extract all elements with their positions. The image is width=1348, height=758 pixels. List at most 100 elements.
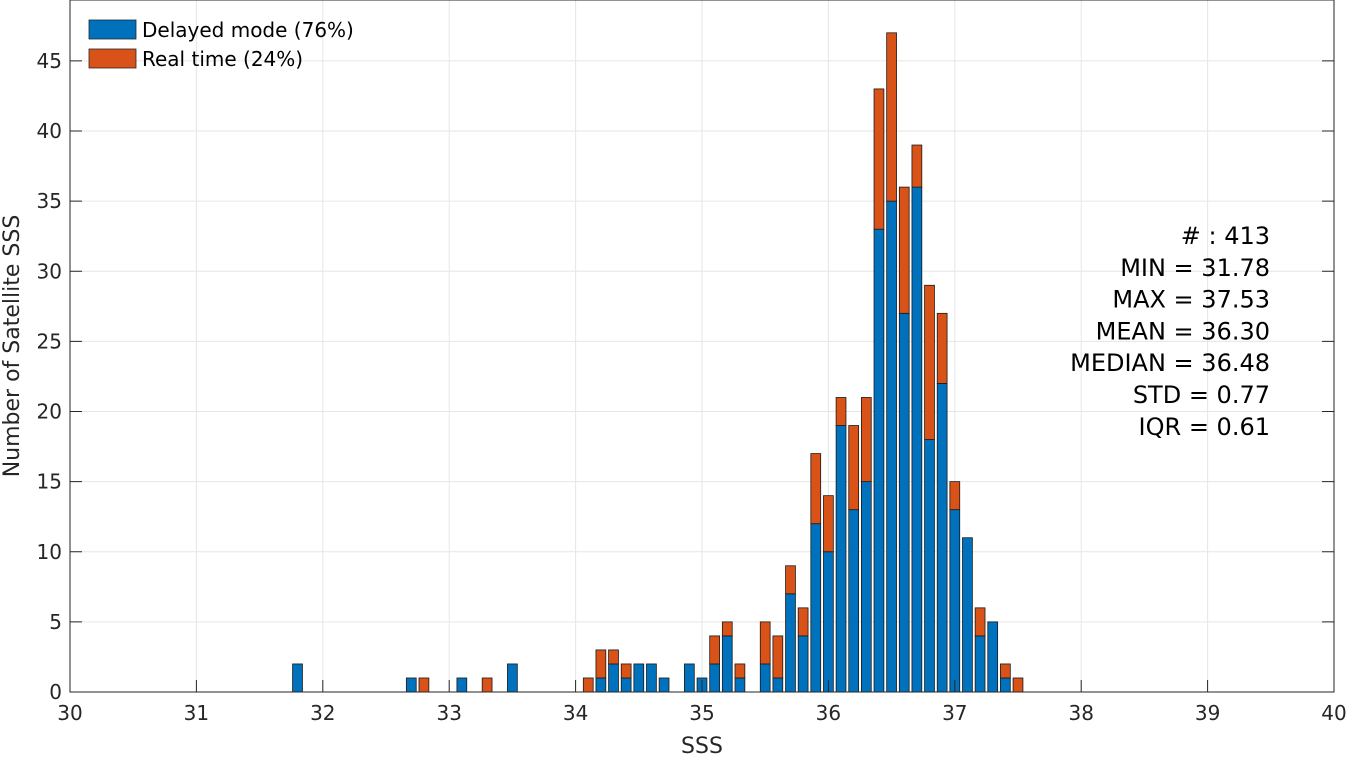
bar-delayed-mode: [785, 593, 796, 693]
bar-delayed-mode: [823, 551, 834, 693]
bar-real-time: [848, 425, 860, 511]
y-axis-label: Number of Satellite SSS: [0, 215, 25, 478]
x-tick-label: 37: [942, 701, 967, 725]
bar-real-time: [873, 88, 885, 230]
bar-real-time: [810, 453, 822, 525]
bar-real-time: [608, 649, 619, 665]
bar-real-time: [759, 621, 771, 665]
bar-real-time: [772, 635, 784, 679]
stat-line: # : 413: [1181, 222, 1270, 250]
y-tick-label: 20: [37, 400, 62, 424]
bar-real-time: [886, 32, 897, 202]
bar-delayed-mode: [936, 383, 948, 693]
bar-real-time: [1012, 677, 1024, 693]
bar-delayed-mode: [1000, 677, 1011, 693]
bar-delayed-mode: [658, 677, 670, 693]
stat-line: MEDIAN = 36.48: [1070, 349, 1270, 377]
y-tick-label: 0: [49, 680, 62, 704]
stats-annotation: # : 413 MIN = 31.78 MAX = 37.53 MEAN = 36.3…: [1070, 222, 1270, 441]
y-tick-label: 45: [37, 49, 62, 73]
bar-real-time: [974, 607, 986, 637]
x-tick-label: 39: [1195, 701, 1220, 725]
bar-real-time: [785, 565, 796, 595]
x-tick-label: 36: [816, 701, 841, 725]
bar-delayed-mode: [873, 228, 885, 693]
bar-delayed-mode: [507, 663, 518, 693]
bar-real-time: [481, 677, 493, 693]
bar-delayed-mode: [709, 663, 720, 693]
bar-real-time: [797, 607, 809, 637]
bar-delayed-mode: [898, 312, 910, 693]
bar-delayed-mode: [646, 663, 657, 693]
y-ticks: 0 5 10 15 20 25 30 35 40 45: [37, 49, 1334, 704]
x-tick-label: 31: [184, 701, 209, 725]
bar-delayed-mode: [620, 677, 632, 693]
bar-real-time: [709, 635, 720, 665]
bars: [292, 32, 1024, 693]
bar-delayed-mode: [911, 186, 923, 693]
bar-delayed-mode: [595, 677, 607, 693]
bar-delayed-mode: [886, 200, 897, 693]
bar-delayed-mode: [633, 663, 645, 693]
bar-real-time: [823, 495, 834, 553]
bar-delayed-mode: [924, 439, 935, 693]
y-tick-label: 15: [37, 470, 62, 494]
bar-real-time: [860, 397, 872, 483]
x-tick-label: 33: [436, 701, 461, 725]
bar-delayed-mode: [797, 635, 809, 693]
x-tick-label: 32: [310, 701, 335, 725]
bar-delayed-mode: [962, 537, 973, 693]
bar-real-time: [911, 144, 923, 188]
bar-real-time: [620, 663, 632, 679]
bar-delayed-mode: [949, 509, 961, 693]
bar-delayed-mode: [608, 663, 619, 693]
y-tick-label: 35: [37, 189, 62, 213]
bar-real-time: [418, 677, 430, 693]
bar-delayed-mode: [456, 677, 468, 693]
x-tick-label: 40: [1321, 701, 1346, 725]
legend-swatch-realtime: [88, 48, 137, 69]
bar-delayed-mode: [810, 523, 822, 693]
bar-real-time: [936, 312, 948, 384]
bar-real-time: [1000, 663, 1011, 679]
bar-real-time: [721, 621, 733, 637]
legend-label-delayed: Delayed mode (76%): [142, 18, 354, 42]
legend-swatch-delayed: [88, 19, 137, 40]
bar-delayed-mode: [987, 621, 999, 693]
y-tick-label: 25: [37, 329, 62, 353]
bar-delayed-mode: [292, 663, 303, 693]
x-tick-label: 38: [1068, 701, 1093, 725]
x-tick-label: 35: [689, 701, 714, 725]
bar-real-time: [582, 677, 594, 693]
bar-delayed-mode: [759, 663, 771, 693]
stat-line: IQR = 0.61: [1139, 413, 1270, 441]
stat-line: MIN = 31.78: [1120, 254, 1270, 282]
stat-line: STD = 0.77: [1133, 381, 1270, 409]
legend: Delayed mode (76%) Real time (24%): [88, 18, 354, 71]
y-tick-label: 10: [37, 540, 62, 564]
bar-delayed-mode: [734, 677, 746, 693]
bar-real-time: [924, 284, 935, 440]
bar-real-time: [595, 649, 607, 679]
y-tick-label: 40: [37, 119, 62, 143]
x-axis-label: SSS: [681, 734, 723, 758]
x-tick-label: 34: [563, 701, 588, 725]
bar-real-time: [835, 397, 847, 426]
bar-delayed-mode: [721, 635, 733, 693]
y-tick-label: 30: [37, 259, 62, 283]
stat-line: MEAN = 36.30: [1096, 317, 1270, 345]
bar-delayed-mode: [860, 481, 872, 693]
bar-delayed-mode: [684, 663, 695, 693]
x-ticks: 30 31 32 33 34 35 36 37 38 39 40: [57, 680, 1347, 725]
bar-delayed-mode: [974, 635, 986, 693]
stat-line: MAX = 37.53: [1112, 286, 1270, 314]
x-tick-label: 30: [57, 701, 82, 725]
bar-delayed-mode: [772, 677, 784, 693]
y-tick-label: 5: [49, 610, 62, 634]
bar-real-time: [949, 481, 961, 511]
bar-delayed-mode: [835, 425, 847, 693]
legend-label-realtime: Real time (24%): [142, 47, 303, 71]
grid-lines: [70, 0, 1334, 692]
bar-real-time: [898, 186, 910, 314]
